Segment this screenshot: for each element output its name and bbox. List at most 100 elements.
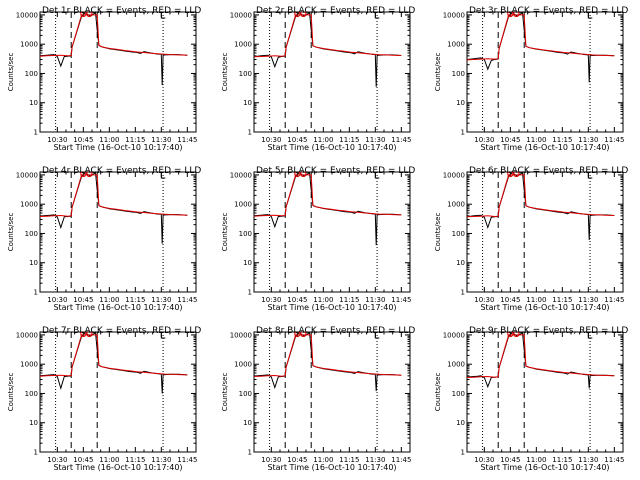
top-circle-glyph [300, 172, 307, 178]
y-tick-label: 1000 [20, 41, 38, 49]
chart-title: Det 2r BLACK = Events, RED = LLD [256, 6, 415, 16]
x-tick-label: 11:45 [604, 136, 624, 144]
y-axis-label: Counts/sec [221, 53, 229, 92]
y-axis-label: Counts/sec [7, 53, 15, 92]
y-tick-label: 10000 [230, 171, 252, 179]
x-axis-label: Start Time (16-Oct-10 10:17:40) [53, 143, 182, 152]
top-corner-glyph [587, 12, 593, 19]
series-line-events [40, 172, 188, 244]
x-tick-label: 10:45 [287, 136, 307, 144]
plot-frame [466, 331, 624, 453]
top-circle-glyph [294, 332, 301, 338]
series-line-lld [254, 174, 402, 217]
y-tick-label: 100 [452, 70, 465, 78]
x-tick-label: 11:30 [365, 136, 385, 144]
x-tick-label: 10:45 [73, 456, 93, 464]
x-tick-label: 10:45 [287, 296, 307, 304]
plot-data [254, 172, 402, 292]
chart-title: Det 6r BLACK = Events, RED = LLD [469, 166, 628, 176]
x-tick-label: 10:30 [47, 296, 67, 304]
x-axis-label: Start Time (16-Oct-10 10:17:40) [53, 463, 182, 472]
x-tick-label: 11:15 [552, 296, 572, 304]
series-line-lld [467, 174, 615, 218]
x-axis-label: Start Time (16-Oct-10 10:17:40) [267, 303, 396, 312]
panel-det-6: Det 6r BLACK = Events, RED = LLD 1 10 100 10… [434, 166, 628, 312]
panel-det-1: Det 1r BLACK = Events, RED = LLD 1 10 100 10… [7, 6, 201, 152]
series-line-lld [40, 14, 188, 57]
x-tick-label: 11:30 [151, 136, 171, 144]
y-tick-label: 100 [239, 230, 252, 238]
series-line-lld [40, 334, 188, 377]
top-circle-glyph [294, 12, 301, 18]
y-axis-label: Counts/sec [221, 213, 229, 252]
y-tick-label: 10000 [443, 331, 465, 339]
y-tick-label: 1 [461, 449, 465, 457]
top-circle-glyph [80, 332, 87, 338]
series-line-lld [467, 334, 615, 378]
panel-det-9: Det 9r BLACK = Events, RED = LLD 1 10 100 10… [434, 326, 628, 472]
x-tick-label: 11:30 [578, 136, 598, 144]
plot-data [40, 12, 188, 132]
x-tick-label: 11:45 [177, 136, 197, 144]
y-tick-label: 100 [239, 390, 252, 398]
y-tick-label: 1000 [447, 361, 465, 369]
x-tick-label: 10:30 [261, 456, 281, 464]
plot-frame [466, 11, 624, 133]
x-axis-label: Start Time (16-Oct-10 10:17:40) [53, 303, 182, 312]
x-tick-label: 11:15 [552, 456, 572, 464]
y-tick-label: 1000 [234, 41, 252, 49]
top-circle-glyph [80, 172, 87, 178]
y-tick-label: 10000 [16, 11, 38, 19]
top-circle-glyph [513, 12, 520, 18]
y-tick-label: 1000 [447, 41, 465, 49]
chart-title: Det 7r BLACK = Events, RED = LLD [42, 326, 201, 336]
panel-det-4: Det 4r BLACK = Events, RED = LLD 1 10 100 10… [7, 166, 201, 312]
y-tick-label: 10000 [16, 331, 38, 339]
panel-det-7: Det 7r BLACK = Events, RED = LLD 1 10 100 10… [7, 326, 201, 472]
panel-det-5: Det 5r BLACK = Events, RED = LLD 1 10 100 10… [221, 166, 415, 312]
plot-frame [39, 331, 197, 453]
x-tick-label: 10:30 [261, 296, 281, 304]
x-tick-label: 10:45 [500, 296, 520, 304]
x-tick-label: 11:00 [313, 456, 333, 464]
top-corner-glyph [587, 332, 593, 339]
x-tick-label: 10:45 [73, 136, 93, 144]
plot-data [40, 332, 188, 452]
top-circle-glyph [86, 332, 93, 338]
x-tick-label: 11:45 [177, 296, 197, 304]
y-tick-label: 1000 [447, 201, 465, 209]
x-tick-label: 11:00 [99, 456, 119, 464]
x-tick-label: 11:15 [552, 136, 572, 144]
panel-det-3: Det 3r BLACK = Events, RED = LLD 1 10 100 10… [434, 6, 628, 152]
y-axis-label: Counts/sec [221, 373, 229, 412]
y-tick-label: 1000 [234, 361, 252, 369]
x-tick-label: 11:00 [313, 136, 333, 144]
y-axis-label: Counts/sec [434, 53, 442, 92]
chart-title: Det 5r BLACK = Events, RED = LLD [256, 166, 415, 176]
series-line-events [254, 12, 402, 87]
x-tick-label: 11:30 [151, 456, 171, 464]
y-tick-label: 10000 [443, 11, 465, 19]
chart-title: Det 3r BLACK = Events, RED = LLD [469, 6, 628, 16]
x-tick-label: 11:45 [604, 456, 624, 464]
x-tick-label: 11:15 [339, 136, 359, 144]
y-tick-label: 1 [461, 129, 465, 137]
y-tick-label: 10 [29, 99, 38, 107]
x-tick-label: 11:30 [365, 456, 385, 464]
y-tick-label: 10 [243, 419, 252, 427]
y-tick-label: 10000 [443, 171, 465, 179]
series-line-lld [254, 14, 402, 58]
x-tick-label: 10:30 [47, 136, 67, 144]
y-tick-label: 10000 [16, 171, 38, 179]
y-tick-label: 10 [456, 99, 465, 107]
plot-frame [253, 171, 411, 293]
y-tick-label: 10 [456, 419, 465, 427]
x-tick-label: 11:45 [177, 456, 197, 464]
x-axis-label: Start Time (16-Oct-10 10:17:40) [480, 303, 609, 312]
plot-frame [253, 331, 411, 453]
x-axis-label: Start Time (16-Oct-10 10:17:40) [480, 463, 609, 472]
x-axis-label: Start Time (16-Oct-10 10:17:40) [267, 463, 396, 472]
y-tick-label: 10000 [230, 331, 252, 339]
top-corner-glyph [374, 12, 380, 19]
